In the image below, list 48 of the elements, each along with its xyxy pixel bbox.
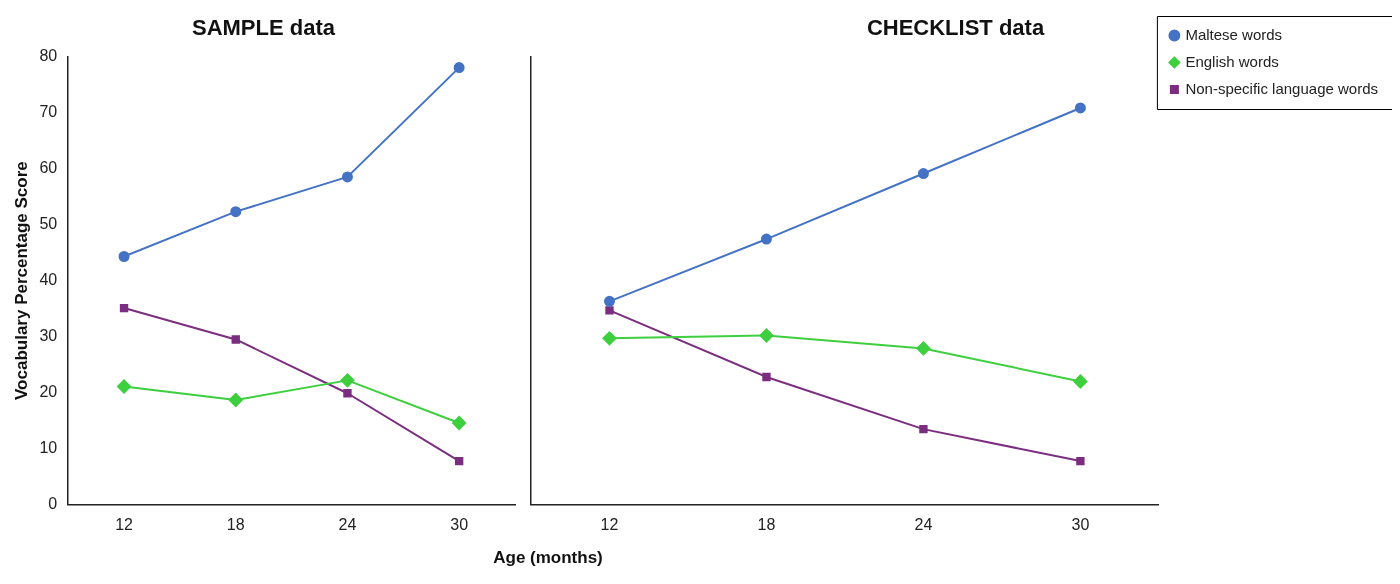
y-tick-label: 60 <box>39 158 58 176</box>
x-axis-title: Age (months) <box>492 548 604 568</box>
x-tick-label: 24 <box>338 515 357 533</box>
legend-label: English words <box>1185 52 1279 70</box>
x-tick-label: 30 <box>1071 515 1090 533</box>
y-tick-label: 50 <box>39 214 58 232</box>
y-tick-label: 10 <box>39 439 58 457</box>
y-tick-label: 0 <box>48 495 58 513</box>
point <box>228 392 243 407</box>
y-tick-label: 80 <box>39 46 58 64</box>
point <box>919 424 928 434</box>
point <box>916 341 931 356</box>
point <box>917 168 929 180</box>
point <box>759 328 774 343</box>
point <box>1073 374 1088 389</box>
legend-label: Non-specific language words <box>1185 79 1378 97</box>
point <box>602 331 617 346</box>
y-tick-label: 20 <box>39 383 58 401</box>
point <box>454 456 464 466</box>
point <box>760 233 772 245</box>
point <box>1074 102 1086 114</box>
point <box>1076 456 1085 466</box>
point <box>341 171 353 183</box>
x-tick-label: 12 <box>600 515 619 533</box>
x-tick-label: 30 <box>450 515 469 533</box>
point <box>231 335 240 344</box>
point <box>119 303 129 313</box>
point <box>230 206 242 218</box>
point <box>605 306 614 315</box>
chart-title: SAMPLE data <box>191 15 336 41</box>
point <box>762 372 771 382</box>
y-tick-label: 30 <box>39 327 58 345</box>
point <box>118 251 130 262</box>
point <box>453 62 465 74</box>
y-tick-label: 70 <box>39 102 58 120</box>
x-tick-label: 18 <box>226 515 245 533</box>
point <box>117 379 132 394</box>
legend-label: Maltese words <box>1185 25 1283 43</box>
point <box>343 389 352 398</box>
y-tick-label: 40 <box>39 271 58 289</box>
x-tick-label: 24 <box>914 515 933 533</box>
chart-title: CHECKLIST data <box>866 15 1045 41</box>
y-axis-title: Vocabulary Percentage Score <box>11 161 31 400</box>
point <box>340 373 355 388</box>
point <box>603 295 615 307</box>
x-tick-label: 18 <box>757 515 776 533</box>
x-tick-label: 12 <box>115 515 134 533</box>
point <box>452 415 467 430</box>
